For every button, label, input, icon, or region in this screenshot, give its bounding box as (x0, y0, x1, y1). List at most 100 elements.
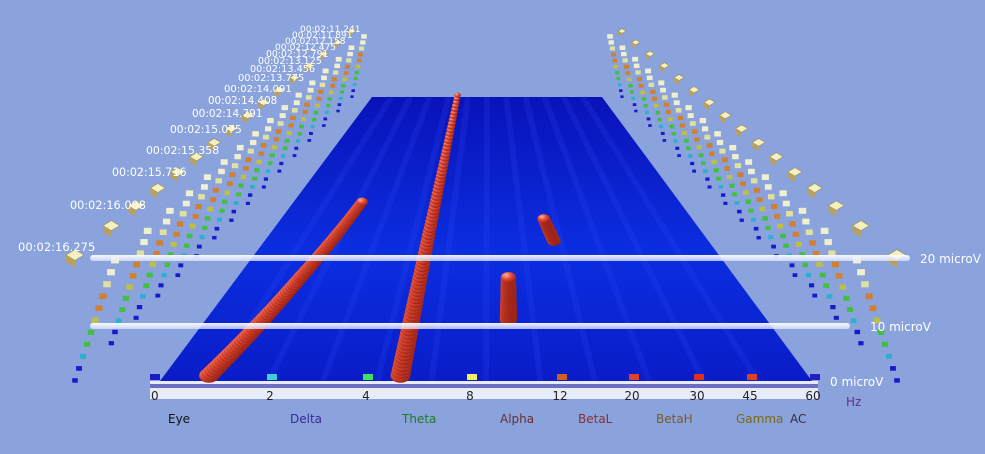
tower-dot (76, 366, 82, 371)
tower-cap (644, 50, 656, 57)
tick-marker (467, 374, 477, 380)
tick-label: 60 (805, 389, 820, 403)
alpha-peak (390, 92, 461, 383)
tower-dot (155, 293, 161, 298)
tower-dot (198, 194, 205, 200)
band-label: Alpha (500, 412, 534, 426)
tower-dot (767, 194, 775, 200)
tower-cap-side (333, 42, 339, 49)
tower-cap (257, 98, 271, 106)
tower-dot (222, 199, 228, 204)
tower-dot (312, 117, 317, 122)
tower-dot (640, 90, 645, 95)
tower-dot (267, 117, 274, 124)
tower-dot (112, 329, 118, 335)
tower-dot (334, 63, 340, 69)
tower-dot (340, 90, 345, 94)
tower-dot (331, 77, 337, 82)
tower-dot (217, 217, 222, 222)
tower-dot (739, 218, 744, 222)
tower-dot (243, 166, 249, 171)
tower-dot (648, 124, 652, 127)
guide-bar (90, 323, 850, 329)
spectrum-plane (150, 95, 818, 399)
tower-dot (734, 201, 740, 205)
tower-cap-side (735, 128, 742, 138)
tower-dot (745, 199, 751, 204)
tower-dot (619, 89, 623, 93)
tower-cap-side (752, 142, 759, 152)
tower-dot (786, 211, 793, 217)
tower-dot (671, 92, 678, 98)
tower-dot (652, 96, 658, 101)
tower-dot (277, 121, 284, 126)
tower-dot (282, 146, 288, 151)
tower-dot (354, 70, 359, 75)
tower-dot (231, 163, 239, 169)
plane-ridge (580, 95, 761, 383)
tower-cap-side (618, 31, 622, 37)
tower-dot (310, 124, 315, 129)
tower-cap-side (189, 156, 197, 167)
tower-dot (322, 124, 326, 127)
tower-dot (780, 233, 786, 239)
tower-dot (231, 209, 237, 214)
tower-dot (342, 77, 347, 82)
tower-cap-side (258, 102, 264, 111)
tower-cap (806, 183, 823, 193)
tower-dot (176, 221, 184, 227)
tower-dot (309, 80, 316, 86)
tower-dot (675, 146, 680, 150)
tower-dot (185, 190, 194, 197)
tower-dot (679, 123, 686, 128)
tower-dot (263, 177, 269, 181)
tower-dot (229, 172, 236, 178)
tower-dot (620, 95, 624, 98)
tower-dot (236, 144, 244, 151)
tower-dot (323, 117, 328, 121)
tower-dot (126, 284, 133, 290)
tower-cap-side (348, 31, 352, 37)
guide-bar (90, 255, 910, 261)
tower-dot (254, 168, 260, 173)
tower-dot (294, 146, 299, 150)
guide-20: 20 microV (90, 252, 982, 266)
tower-dot (108, 341, 114, 346)
tower-dot (258, 151, 265, 156)
tower-dot (777, 223, 784, 229)
tower-cap-side (674, 77, 680, 85)
tower-dot (745, 159, 753, 165)
tick-label: 0 (151, 389, 159, 403)
tower-dot (707, 185, 712, 189)
tower-dot (737, 172, 744, 178)
time-label: 00:02:15.716 (112, 166, 187, 179)
tower-dot (240, 174, 247, 180)
tower-dot (182, 200, 190, 207)
tower-dot (133, 315, 139, 320)
tower-dot (731, 192, 737, 197)
tower-cap-side (207, 142, 215, 152)
tower-dot (351, 89, 355, 93)
tower-cap-side (645, 53, 650, 61)
tower-dot (612, 58, 618, 63)
tower-dot (284, 138, 290, 143)
tower-dot (300, 117, 306, 122)
tower-dot (783, 243, 789, 248)
tower-dot (164, 262, 171, 268)
time-label: 00:02:16.008 (70, 199, 146, 212)
tower-dot (189, 223, 196, 229)
tower-dot (719, 148, 726, 154)
tower-dot (756, 235, 761, 240)
tower-dot (256, 159, 262, 165)
plane-ridge (374, 96, 452, 382)
tower-dot (847, 307, 854, 312)
tower-dot (764, 184, 772, 190)
tower-cap-side (828, 205, 837, 217)
tower-dot (667, 117, 673, 122)
tower-dot (226, 181, 233, 187)
tower-dot (290, 115, 296, 121)
tower-dot (158, 283, 164, 288)
tower-dot (669, 124, 675, 129)
tower-dot (133, 261, 141, 268)
tower-dot (681, 131, 687, 136)
